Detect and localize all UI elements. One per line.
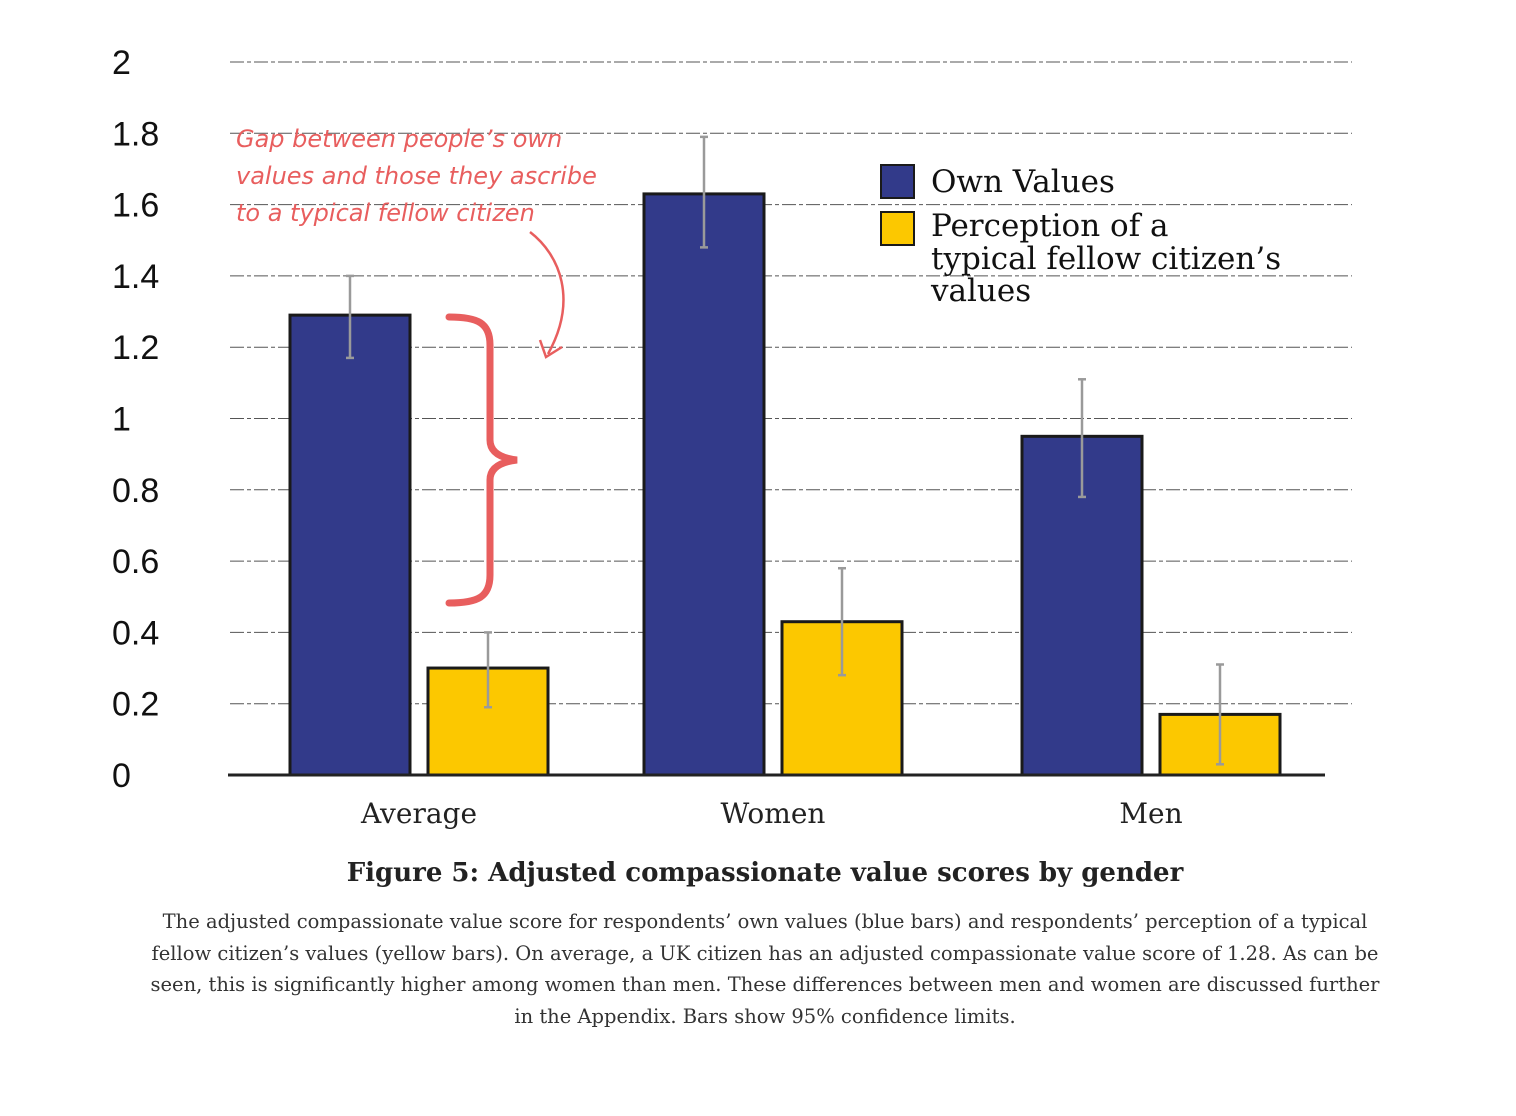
y-axis-ticks: 0 0.2 0.4 0.6 0.8 1 1.2 1.4 1.6 1.8 2 bbox=[112, 44, 159, 795]
x-tick-label: Women bbox=[721, 797, 826, 830]
annotation-text: to a typical fellow citizen bbox=[236, 199, 535, 227]
bars bbox=[288, 192, 1282, 777]
bar-own-values-women bbox=[642, 192, 766, 777]
y-tick-label: 1.6 bbox=[112, 187, 159, 225]
y-tick-label: 0.6 bbox=[112, 543, 159, 581]
y-tick-label: 0.8 bbox=[112, 472, 159, 510]
bar-own-values-average bbox=[288, 313, 412, 777]
annotation-arrow bbox=[529, 231, 565, 355]
annotation-text: Gap between people’s own bbox=[236, 125, 562, 153]
legend-label: Perception of a bbox=[931, 208, 1169, 244]
error-bars bbox=[346, 135, 1224, 766]
annotation-arrowhead bbox=[538, 339, 563, 359]
y-tick-label: 1.2 bbox=[112, 329, 159, 367]
x-tick-label: Men bbox=[1119, 797, 1182, 830]
legend-swatch-own-values bbox=[880, 164, 915, 199]
y-tick-label: 0.2 bbox=[112, 686, 159, 724]
gap-annotation: Gap between people’s own values and those… bbox=[236, 125, 597, 607]
x-tick-label: Average bbox=[360, 797, 477, 830]
y-tick-label: 0.4 bbox=[112, 614, 159, 652]
bar-chart: 0 0.2 0.4 0.6 0.8 1 1.2 1.4 1.6 1.8 2 Average Women… bbox=[112, 44, 1352, 830]
legend-label: typical fellow citizen’s bbox=[931, 241, 1281, 277]
figure-caption: The adjusted compassionate value score f… bbox=[150, 910, 1380, 1028]
gap-brace bbox=[445, 313, 518, 607]
legend-label: Own Values bbox=[931, 164, 1115, 200]
y-tick-label: 1.8 bbox=[112, 115, 159, 153]
annotation-text: values and those they ascribe bbox=[236, 162, 597, 190]
y-tick-label: 1.4 bbox=[112, 258, 159, 296]
y-tick-label: 0 bbox=[112, 757, 131, 795]
y-tick-label: 1 bbox=[112, 401, 131, 439]
legend-label: values bbox=[930, 273, 1031, 309]
y-tick-label: 2 bbox=[112, 44, 131, 82]
x-axis-labels: Average Women Men bbox=[360, 797, 1183, 830]
figure-title: Figure 5: Adjusted compassionate value s… bbox=[346, 858, 1184, 888]
legend-swatch-perception bbox=[880, 211, 915, 246]
